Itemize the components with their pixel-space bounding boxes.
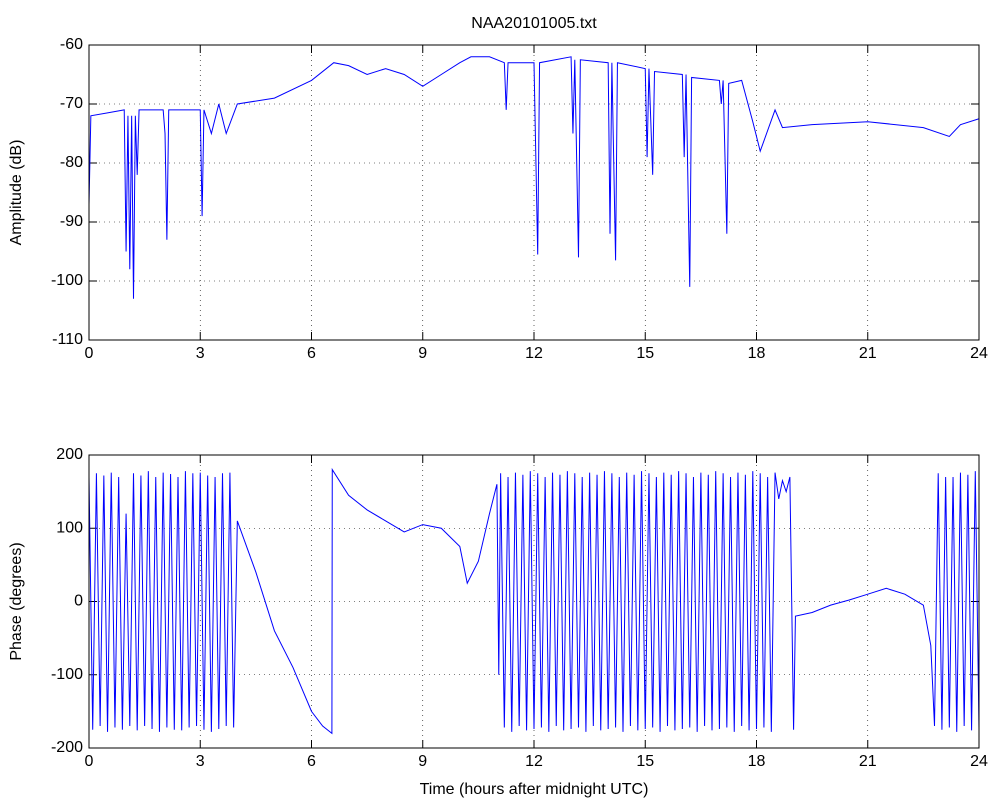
- x-tick-label: 0: [85, 753, 94, 770]
- y-tick-label: 100: [56, 519, 83, 536]
- axes-box: [88, 454, 980, 749]
- y-tick-label: 0: [74, 593, 83, 610]
- y-tick-label: -100: [51, 666, 83, 683]
- x-tick-label: 15: [636, 345, 654, 362]
- y-tick-label: -90: [60, 213, 83, 230]
- x-tick-label: 6: [307, 753, 316, 770]
- x-tick-label: 9: [418, 345, 427, 362]
- x-tick-label: 18: [748, 345, 766, 362]
- x-tick-label: 6: [307, 345, 316, 362]
- chart-title: NAA20101005.txt: [471, 15, 597, 32]
- y-tick-label: 200: [56, 446, 83, 463]
- y-tick-label: -70: [60, 95, 83, 112]
- x-axis-label: Time (hours after midnight UTC): [420, 781, 649, 798]
- y-tick-label: -100: [51, 272, 83, 289]
- axes-box: [88, 44, 980, 341]
- x-tick-label: 3: [196, 345, 205, 362]
- x-tick-label: 24: [970, 753, 988, 770]
- y-tick-label: -110: [52, 331, 83, 348]
- y-tick-label: -60: [60, 36, 83, 53]
- x-tick-label: 21: [859, 753, 877, 770]
- x-tick-label: 21: [859, 345, 877, 362]
- x-tick-label: 15: [636, 753, 654, 770]
- y-tick-label: -200: [51, 739, 83, 756]
- y-axis-label: Phase (degrees): [8, 542, 25, 660]
- x-tick-label: 18: [748, 753, 766, 770]
- data-line: [88, 467, 980, 735]
- x-tick-label: 24: [970, 345, 988, 362]
- y-axis-label: Amplitude (dB): [8, 140, 25, 246]
- x-tick-label: 3: [196, 753, 205, 770]
- x-tick-label: 12: [525, 345, 543, 362]
- y-tick-label: -80: [60, 154, 83, 171]
- x-tick-label: 0: [85, 345, 94, 362]
- x-tick-label: 9: [418, 753, 427, 770]
- x-tick-label: 12: [525, 753, 543, 770]
- data-line: [88, 56, 980, 299]
